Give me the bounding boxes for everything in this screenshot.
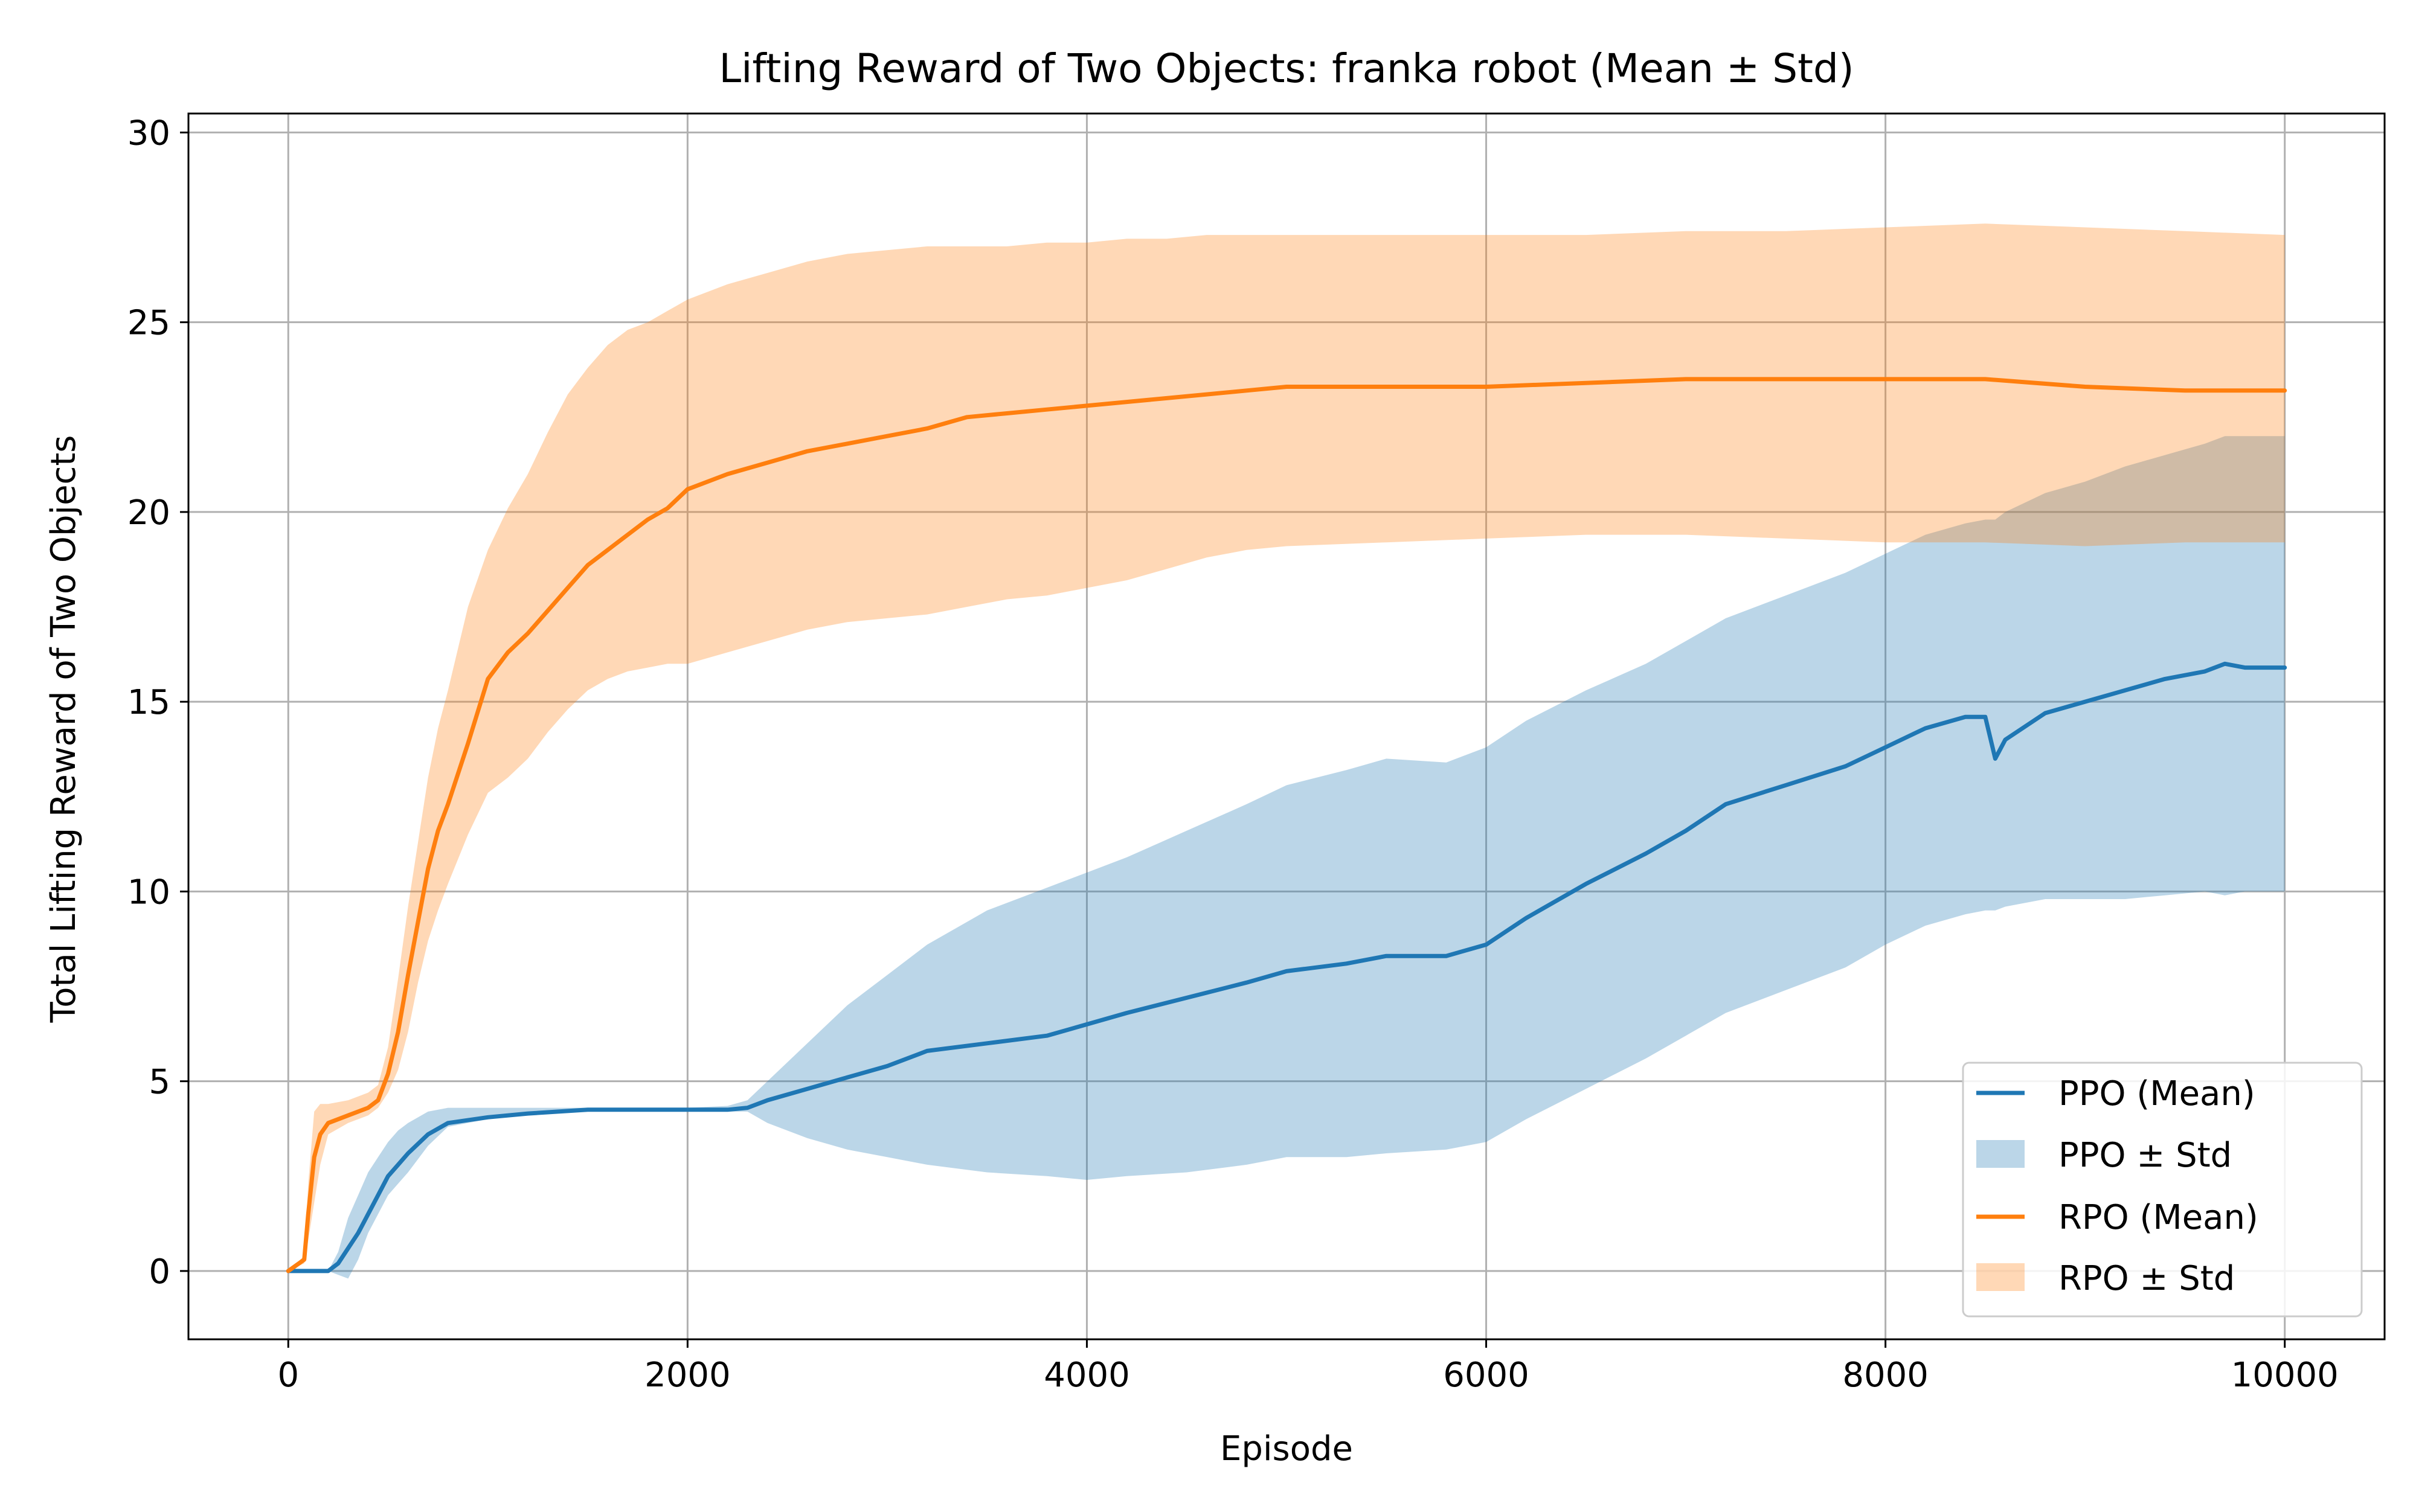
x-axis-label: Episode	[1220, 1429, 1353, 1469]
plot-frame	[187, 112, 2386, 1341]
ppo-std-band	[288, 436, 2285, 1279]
x-tick-label: 10000	[2231, 1356, 2339, 1395]
rpo-std-band	[288, 223, 2285, 1271]
y-tick-label: 15	[127, 683, 170, 722]
y-tick-label: 20	[127, 493, 170, 533]
rpo-mean-line	[286, 377, 2287, 1273]
x-tick-label: 2000	[644, 1356, 731, 1395]
legend-label-rpo-band: RPO ± Std	[2058, 1259, 2235, 1298]
y-tick-label: 25	[127, 304, 170, 343]
legend-label-ppo-mean: PPO (Mean)	[2058, 1074, 2255, 1113]
y-axis-label: Total Lifting Reward of Two Objects	[44, 435, 83, 1023]
axis-ticks: 0 2000 4000 6000 8000 10000 0 5 10 15 20 25 30	[127, 114, 2339, 1395]
ppo-mean-line	[286, 661, 2287, 1273]
chart-title: Lifting Reward of Two Objects: franka ro…	[719, 45, 1854, 92]
legend-swatch-ppo-band	[1976, 1140, 2025, 1168]
y-tick-label: 0	[149, 1252, 170, 1292]
x-tick-label: 4000	[1044, 1356, 1130, 1395]
y-tick-label: 10	[127, 873, 170, 912]
mean-lines	[286, 377, 2287, 1273]
legend-swatch-rpo-band	[1976, 1263, 2025, 1291]
legend: PPO (Mean) PPO ± Std RPO (Mean) RPO ± St…	[1962, 1062, 2363, 1318]
legend-label-ppo-band: PPO ± Std	[2058, 1136, 2232, 1175]
legend-label-rpo-mean: RPO (Mean)	[2058, 1198, 2258, 1237]
x-tick-label: 6000	[1443, 1356, 1529, 1395]
x-tick-label: 8000	[1842, 1356, 1929, 1395]
y-tick-label: 5	[149, 1063, 170, 1102]
legend-box	[1962, 1062, 2363, 1318]
y-tick-label: 30	[127, 114, 170, 153]
std-bands	[288, 223, 2285, 1279]
x-tick-label: 0	[277, 1356, 299, 1395]
